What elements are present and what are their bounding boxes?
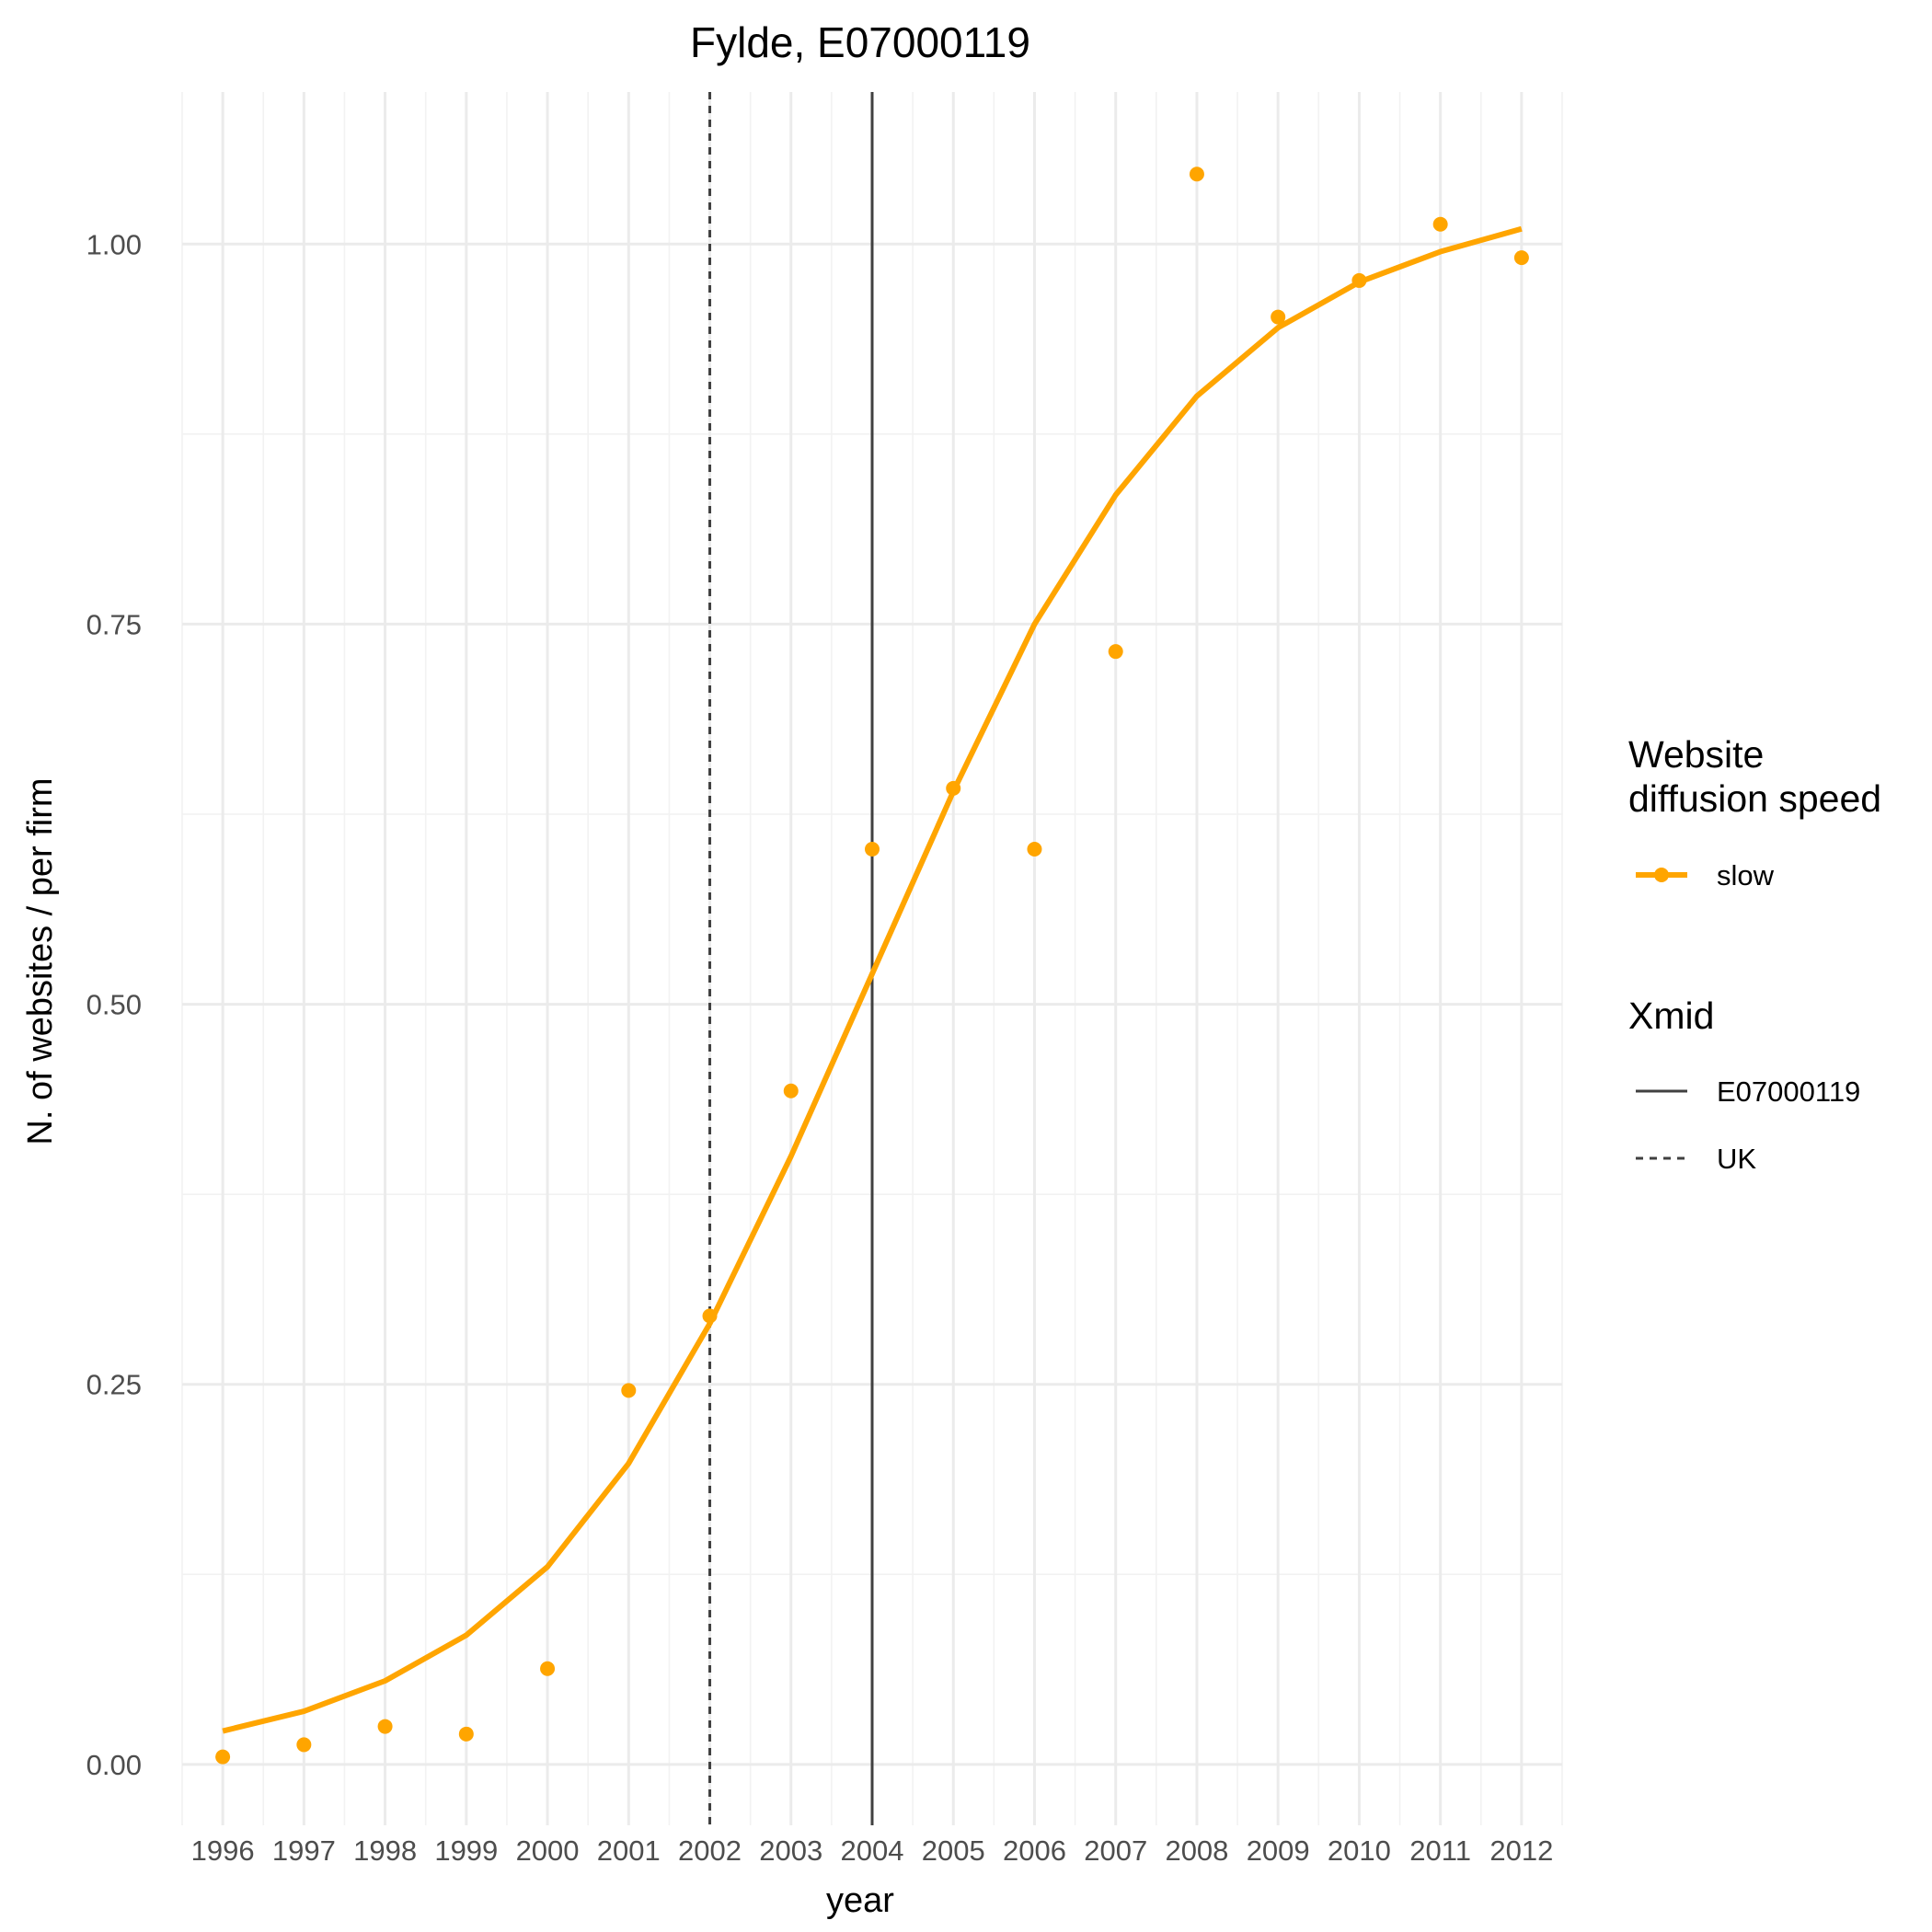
x-tick-label: 2005 (922, 1834, 985, 1867)
x-tick-label: 2006 (1003, 1834, 1066, 1867)
legend: Website diffusion speed slow Xmid E07000… (1628, 733, 1881, 1175)
chart-title: Fylde, E07000119 (690, 18, 1030, 66)
data-point (540, 1661, 556, 1676)
y-tick-label: 1.00 (86, 228, 142, 260)
data-point (1108, 644, 1123, 660)
x-tick-label: 2008 (1165, 1834, 1228, 1867)
data-point (1027, 842, 1042, 857)
legend-group-xmid: Xmid E07000119 UK (1628, 995, 1860, 1175)
x-tick-label: 2011 (1409, 1834, 1471, 1867)
data-point (458, 1726, 474, 1742)
legend-title-line: diffusion speed (1628, 777, 1881, 820)
x-tick-label: 2012 (1489, 1834, 1553, 1867)
y-tick-label: 0.25 (86, 1369, 142, 1401)
data-point (215, 1749, 231, 1765)
legend-label-slow: slow (1717, 859, 1775, 891)
data-point (296, 1737, 312, 1753)
tick-labels: 1996 1997 1998 1999 2000 2001 2002 2003 2004 2005… (86, 228, 1554, 1867)
y-tick-label: 0.50 (86, 989, 142, 1021)
legend-key-slow-point (1654, 868, 1669, 882)
data-point (377, 1719, 393, 1734)
legend-title-line: Website (1628, 733, 1764, 776)
data-point (1513, 250, 1529, 266)
data-point (621, 1383, 637, 1398)
y-tick-label: 0.00 (86, 1749, 142, 1781)
y-tick-label: 0.75 (86, 608, 142, 640)
x-tick-label: 2010 (1328, 1834, 1391, 1867)
x-axis-title: year (826, 1881, 894, 1920)
legend-label-uk: UK (1717, 1143, 1756, 1175)
x-tick-label: 2004 (841, 1834, 904, 1867)
x-tick-label: 2009 (1247, 1834, 1310, 1867)
x-tick-label: 1998 (353, 1834, 417, 1867)
legend-label-e07000119: E07000119 (1717, 1075, 1860, 1108)
x-tick-label: 1999 (434, 1834, 498, 1867)
x-tick-label: 2007 (1084, 1834, 1147, 1867)
legend-title-xmid: Xmid (1628, 995, 1714, 1037)
y-axis-title: N. of websites / per firm (21, 777, 60, 1144)
data-point (946, 780, 961, 796)
data-point (783, 1083, 799, 1098)
x-tick-label: 2001 (597, 1834, 661, 1867)
data-point (702, 1308, 718, 1324)
x-tick-label: 2003 (759, 1834, 822, 1867)
x-tick-label: 1997 (272, 1834, 336, 1867)
fitted-curve-slow (222, 225, 1523, 1734)
data-point (1432, 216, 1448, 232)
series-layer (215, 167, 1529, 1765)
legend-group-speed: Website diffusion speed slow (1628, 733, 1881, 891)
data-point (1351, 272, 1367, 288)
data-point (1189, 167, 1204, 182)
data-point (865, 842, 880, 857)
grid-layer (181, 92, 1563, 1825)
x-tick-label: 2000 (516, 1834, 580, 1867)
data-point (1271, 309, 1286, 325)
reference-lines (708, 92, 874, 1825)
x-tick-label: 2002 (678, 1834, 742, 1867)
x-tick-label: 1996 (191, 1834, 255, 1867)
